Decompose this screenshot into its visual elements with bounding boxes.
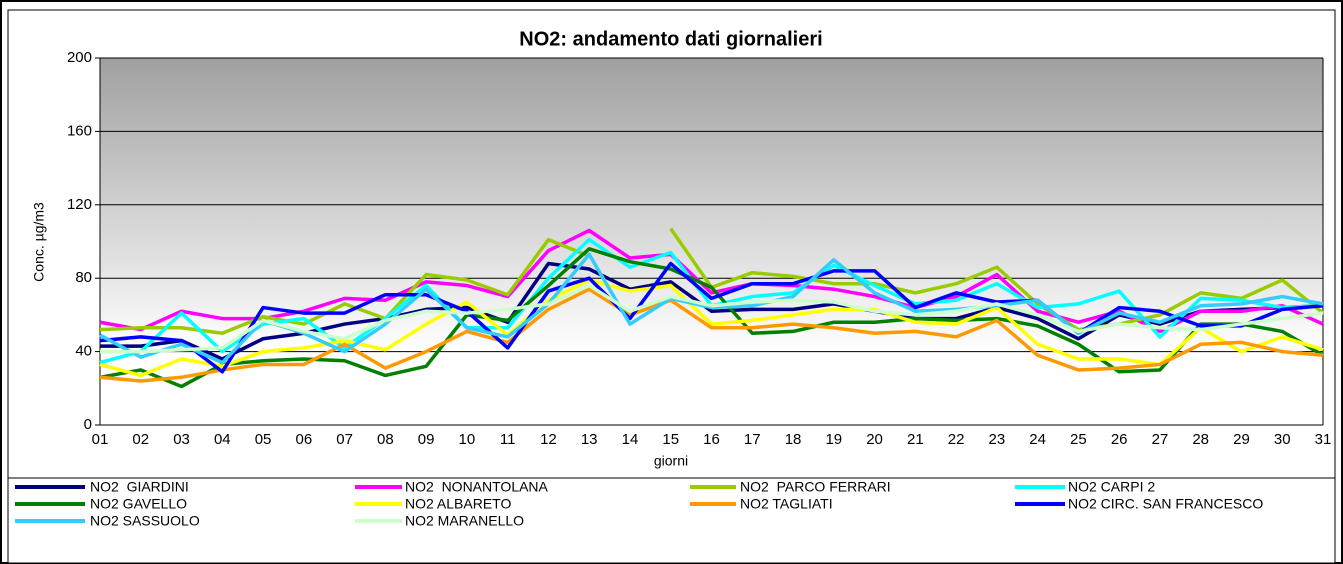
x-tick-label: 27	[1152, 431, 1169, 448]
legend-label: NO2 CIRC. SAN FRANCESCO	[1068, 496, 1263, 512]
y-tick-label: 80	[75, 269, 92, 286]
x-tick-label: 20	[866, 431, 883, 448]
chart-title: NO2: andamento dati giornalieri	[519, 28, 822, 50]
legend-label: NO2 TAGLIATI	[740, 496, 833, 512]
x-tick-label: 04	[214, 431, 231, 448]
legend-label: NO2 GIARDINI	[90, 479, 189, 495]
x-tick-label: 30	[1274, 431, 1291, 448]
legend-label: NO2 NONANTOLANA	[405, 479, 549, 495]
x-tick-label: 19	[825, 431, 842, 448]
y-tick-label: 40	[75, 343, 92, 360]
x-tick-label: 17	[744, 431, 761, 448]
x-tick-label: 26	[1111, 431, 1128, 448]
x-tick-label: 06	[295, 431, 312, 448]
legend-label: NO2 CARPI 2	[1068, 479, 1155, 495]
x-tick-label: 11	[500, 431, 516, 448]
x-tick-label: 09	[418, 431, 435, 448]
y-tick-label: 160	[67, 122, 92, 139]
y-axis-label: Conc. µg/m3	[31, 202, 47, 282]
legend-label: NO2 ALBARETO	[405, 496, 511, 512]
x-tick-label: 02	[132, 431, 149, 448]
x-tick-label: 22	[948, 431, 965, 448]
page: NO2: andamento dati giornalieri giorni C…	[0, 0, 1343, 564]
legend-label: NO2 GAVELLO	[90, 496, 187, 512]
chart: NO2: andamento dati giornalieri giorni C…	[0, 0, 1343, 564]
x-tick-label: 16	[703, 431, 720, 448]
x-tick-label: 01	[92, 431, 109, 448]
x-tick-label: 15	[662, 431, 679, 448]
x-tick-label: 18	[785, 431, 802, 448]
legend-label: NO2 SASSUOLO	[90, 513, 200, 529]
x-tick-label: 05	[255, 431, 272, 448]
legend-label: NO2 PARCO FERRARI	[740, 479, 891, 495]
x-tick-label: 08	[377, 431, 394, 448]
x-tick-label: 29	[1233, 431, 1250, 448]
x-tick-label: 03	[173, 431, 190, 448]
legend-label: NO2 MARANELLO	[405, 513, 524, 529]
y-tick-label: 120	[67, 196, 92, 213]
y-tick-label: 200	[67, 49, 92, 66]
x-tick-label: 07	[336, 431, 353, 448]
x-axis-label: giorni	[654, 453, 688, 469]
x-tick-label: 23	[989, 431, 1006, 448]
x-tick-label: 13	[581, 431, 598, 448]
x-tick-label: 28	[1192, 431, 1209, 448]
x-tick-label: 25	[1070, 431, 1087, 448]
x-tick-label: 24	[1029, 431, 1046, 448]
x-tick-label: 21	[907, 431, 924, 448]
x-tick-label: 10	[459, 431, 476, 448]
x-tick-label: 31	[1315, 431, 1332, 448]
x-tick-label: 14	[622, 431, 639, 448]
x-tick-label: 12	[540, 431, 557, 448]
